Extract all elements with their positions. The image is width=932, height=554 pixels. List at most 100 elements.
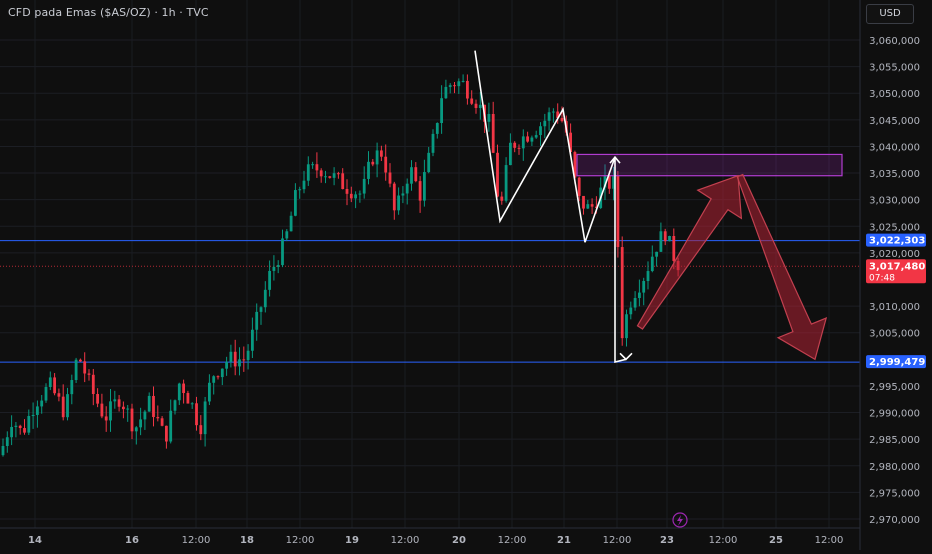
candle-body [603, 175, 607, 188]
candle-body [332, 173, 336, 178]
x-tick-label: 25 [769, 535, 783, 546]
candle-body [5, 437, 9, 446]
y-tick-label: 3,050,000 [869, 89, 920, 100]
candle-body [74, 359, 78, 381]
candle-body [367, 161, 370, 179]
candle-body [633, 298, 637, 308]
y-tick-label: 2,995,000 [869, 382, 920, 393]
candle-body [556, 111, 560, 119]
x-tick-label: 12:00 [603, 535, 632, 546]
candle-body [83, 361, 87, 374]
candle-body [199, 425, 203, 435]
candle-body [109, 401, 112, 421]
candle-body [212, 376, 216, 383]
currency-selector[interactable]: USD [866, 4, 914, 24]
lightning-icon[interactable] [672, 512, 688, 528]
candle-body [349, 193, 353, 199]
candle-body [268, 270, 271, 290]
candle-body [23, 428, 26, 433]
candle-body [147, 395, 151, 412]
candle-body [315, 164, 319, 171]
candle-body [435, 123, 439, 134]
candle-body [659, 231, 663, 252]
candle-body [638, 292, 641, 299]
candle-body [289, 215, 293, 232]
candle-body [306, 164, 310, 181]
candle-body [478, 104, 482, 108]
candle-body [380, 150, 383, 157]
candle-body [130, 408, 134, 432]
candle-body [607, 175, 611, 189]
candle-body [646, 271, 650, 282]
candle-body [173, 400, 177, 411]
y-axis: 3,060,000 3,055,000 3,050,000 3,045,000 3,04… [859, 0, 920, 550]
candle-body [569, 132, 572, 153]
candle-body [625, 314, 628, 339]
candle-body [242, 359, 246, 361]
candle-body [543, 120, 547, 127]
candle-body [87, 373, 91, 375]
candle-body [272, 266, 276, 271]
candle-body [53, 377, 56, 394]
x-axis: 14 16 12:00 18 12:00 19 12:00 20 12:00 21 12:00 23 1… [0, 512, 860, 546]
annotations [474, 50, 843, 364]
candle-body [27, 416, 31, 433]
candle-body [560, 118, 564, 122]
candle-body [169, 410, 173, 442]
candle-body [229, 351, 233, 362]
x-tick-label: 20 [452, 535, 466, 546]
candle-body [577, 177, 581, 196]
supply-zone [576, 153, 843, 177]
candle-body [513, 142, 517, 148]
candle-body [590, 204, 594, 207]
candle-body [341, 173, 345, 189]
candle-body [225, 361, 228, 369]
candle-body [358, 193, 362, 195]
candle-body [311, 164, 314, 166]
candle-body [423, 172, 426, 201]
candle-body [294, 190, 297, 216]
y-tick-label: 3,035,000 [869, 169, 920, 180]
candle-body [466, 80, 469, 99]
candle-body [401, 193, 405, 196]
candle-body [255, 311, 259, 330]
candle-body [354, 194, 357, 199]
y-tick-label: 2,970,000 [869, 515, 920, 526]
candle-body [36, 406, 39, 415]
candle-body [405, 183, 409, 194]
candle-body [526, 136, 529, 142]
candle-body [573, 152, 577, 178]
candle-body [44, 387, 48, 401]
candle-body [251, 329, 254, 351]
candle-body [298, 189, 302, 191]
candle-body [66, 394, 69, 418]
candle-body [375, 150, 379, 165]
candle-body [384, 156, 388, 173]
candle-body [582, 195, 585, 209]
x-tick-label: 12:00 [391, 535, 420, 546]
y-tick-label: 3,045,000 [869, 116, 920, 127]
candle-body [504, 165, 508, 201]
y-tick-label: 3,030,000 [869, 196, 920, 207]
candle-body [418, 181, 422, 201]
zigzag-arrowhead-down [619, 352, 633, 361]
candle-body [319, 170, 323, 177]
candle-body [517, 147, 521, 149]
candle-body [491, 113, 495, 153]
x-tick-label: 12:00 [286, 535, 315, 546]
candle-body [595, 206, 598, 208]
candle-body [521, 136, 525, 149]
candle-body [91, 374, 95, 395]
candle-body [414, 167, 418, 182]
y-tick-label: 3,010,000 [869, 302, 920, 313]
candle-body [1, 445, 5, 456]
bullish-arrow [636, 174, 743, 330]
candle-body [70, 380, 74, 395]
candle-body [453, 85, 456, 87]
candle-body [629, 307, 633, 315]
candle-body [612, 176, 615, 189]
